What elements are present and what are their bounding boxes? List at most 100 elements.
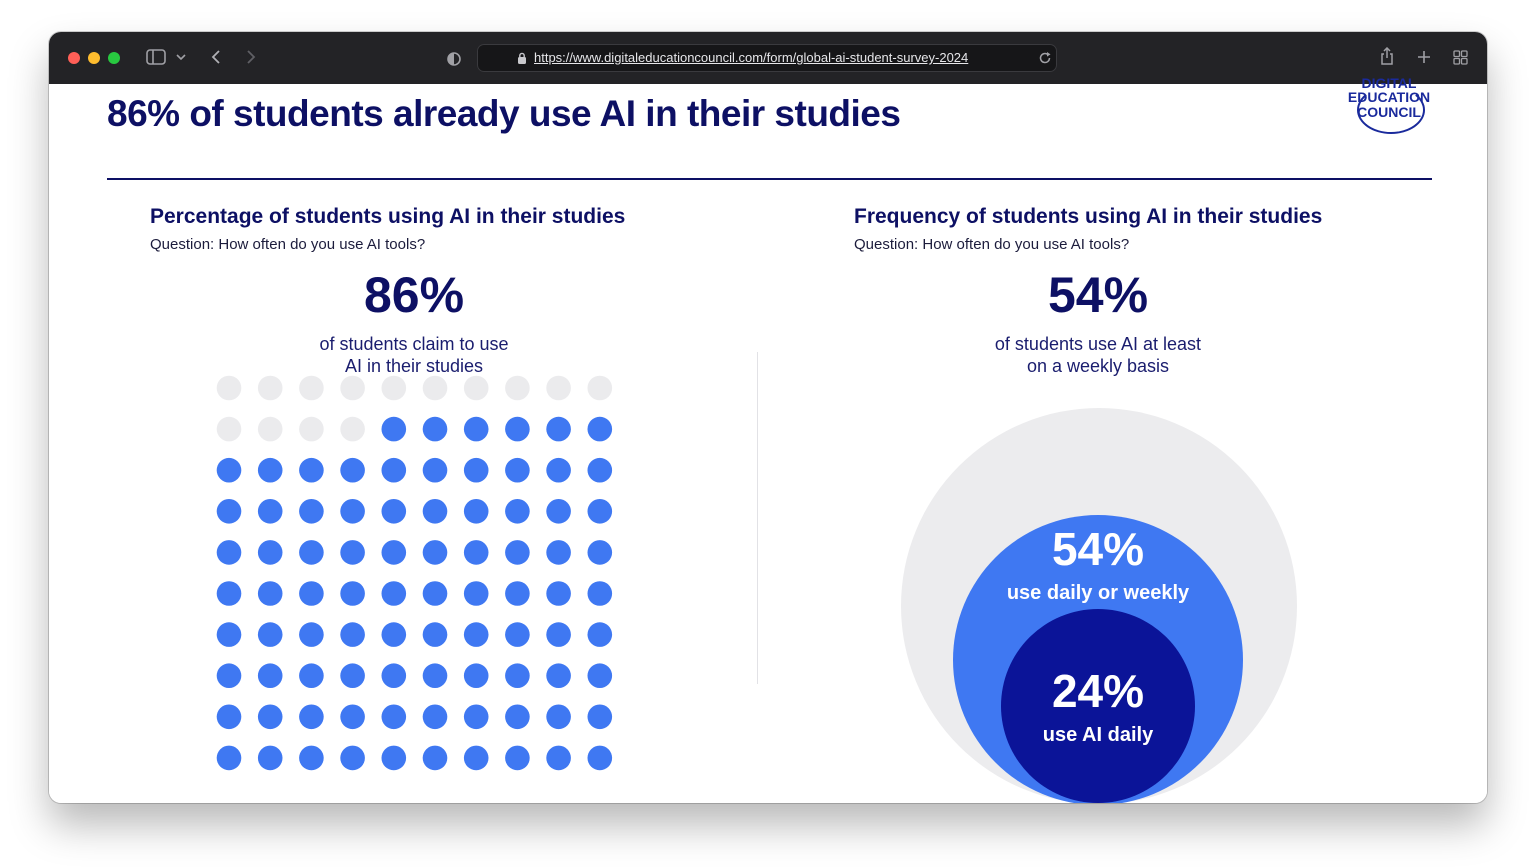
right-caption-line-1: of students use AI at least <box>994 334 1202 354</box>
waffle-dot-filled <box>422 745 448 771</box>
browser-window: https://www.digitaleducationcouncil.com/… <box>49 32 1487 803</box>
new-tab-icon[interactable] <box>1417 50 1431 64</box>
waffle-dot-filled <box>422 622 448 647</box>
waffle-dot-filled <box>546 416 571 442</box>
lock-icon <box>518 52 526 64</box>
privacy-shield-icon[interactable] <box>447 51 461 67</box>
waffle-dot-filled <box>546 581 571 606</box>
waffle-dot-filled <box>257 704 283 730</box>
waffle-dot-filled <box>505 499 530 524</box>
waffle-dot-empty <box>463 375 489 401</box>
dec-logo[interactable]: DIGITAL EDUCATION COUNCIL <box>1339 75 1439 134</box>
waffle-dot-filled <box>216 457 242 483</box>
sidebar-icon[interactable] <box>146 49 166 65</box>
address-bar[interactable]: https://www.digitaleducationcouncil.com/… <box>477 44 1057 72</box>
waffle-dot-filled <box>381 457 407 483</box>
waffle-dot-filled <box>340 622 365 647</box>
logo-arc <box>1357 86 1425 134</box>
page-title: 86% of students already use AI in their … <box>107 93 901 134</box>
waffle-dot-empty <box>381 375 407 401</box>
logo-text-council: COUNCIL <box>1357 104 1421 120</box>
waffle-dot-filled <box>381 540 407 565</box>
waffle-dot-filled <box>216 704 242 730</box>
waffle-dot-filled <box>463 499 489 524</box>
waffle-dot-filled <box>216 745 242 771</box>
waffle-dot-filled <box>216 499 242 524</box>
right-question: Question: How often do you use AI tools? <box>854 236 1130 253</box>
waffle-dot-filled <box>299 745 324 771</box>
waffle-dot-filled <box>422 457 448 483</box>
waffle-dot-empty <box>422 375 448 401</box>
reload-icon[interactable] <box>1038 51 1052 65</box>
waffle-dot-filled <box>463 416 489 442</box>
waffle-dot-filled <box>505 663 530 688</box>
waffle-dot-empty <box>587 375 613 401</box>
waffle-dot-filled <box>505 581 530 606</box>
waffle-dot-filled <box>463 540 489 565</box>
waffle-dot-filled <box>422 704 448 730</box>
waffle-dot-filled <box>340 581 365 606</box>
waffle-dot-empty <box>257 416 283 442</box>
tab-overview-icon[interactable] <box>1453 50 1468 65</box>
waffle-dot-filled <box>381 745 407 771</box>
waffle-dot-filled <box>299 499 324 524</box>
right-caption-line-2: on a weekly basis <box>1026 356 1170 376</box>
waffle-dot-filled <box>340 663 365 688</box>
daily-label: use AI daily <box>1042 724 1154 746</box>
chevron-down-icon[interactable] <box>176 53 186 61</box>
waffle-dot-filled <box>257 622 283 647</box>
title-divider <box>107 178 1432 180</box>
left-section-title: Percentage of students using AI in their… <box>150 205 626 228</box>
waffle-dot-filled <box>216 540 242 565</box>
waffle-dot-filled <box>505 540 530 565</box>
panel-divider <box>757 352 758 684</box>
waffle-dot-empty <box>340 416 365 442</box>
waffle-dot-filled <box>463 663 489 688</box>
waffle-dot-filled <box>381 581 407 606</box>
waffle-dot-filled <box>587 663 613 688</box>
waffle-dot-filled <box>257 745 283 771</box>
waffle-dot-empty <box>299 416 324 442</box>
left-big-stat: 86% <box>363 267 465 323</box>
waffle-dot-filled <box>340 457 365 483</box>
waffle-dot-filled <box>340 540 365 565</box>
waffle-dot-filled <box>546 457 571 483</box>
waffle-dot-filled <box>340 499 365 524</box>
waffle-dot-filled <box>299 457 324 483</box>
waffle-dot-filled <box>505 745 530 771</box>
waffle-dot-filled <box>587 581 613 606</box>
weekly-label: use daily or weekly <box>1006 582 1190 604</box>
waffle-dot-empty <box>340 375 365 401</box>
waffle-dot-filled <box>587 704 613 730</box>
forward-icon[interactable] <box>245 49 257 65</box>
waffle-dot-filled <box>422 663 448 688</box>
waffle-dot-filled <box>381 622 407 647</box>
waffle-dot-filled <box>463 581 489 606</box>
waffle-dot-filled <box>587 499 613 524</box>
waffle-dot-filled <box>587 745 613 771</box>
right-section-title: Frequency of students using AI in their … <box>854 205 1323 228</box>
waffle-dot-filled <box>299 581 324 606</box>
waffle-dot-filled <box>381 416 407 442</box>
url-text[interactable]: https://www.digitaleducationcouncil.com/… <box>534 50 969 65</box>
waffle-dot-filled <box>546 663 571 688</box>
zoom-window-button[interactable] <box>108 52 120 64</box>
waffle-dot-filled <box>381 663 407 688</box>
waffle-dot-filled <box>546 499 571 524</box>
waffle-dot-filled <box>463 704 489 730</box>
share-icon[interactable] <box>1380 47 1394 66</box>
waffle-dot-empty <box>546 375 571 401</box>
daily-circle <box>1001 609 1195 803</box>
waffle-dot-filled <box>546 622 571 647</box>
close-window-button[interactable] <box>68 52 80 64</box>
back-icon[interactable] <box>210 49 222 65</box>
waffle-dot-filled <box>546 704 571 730</box>
waffle-dot-filled <box>381 704 407 730</box>
waffle-dot-filled <box>546 745 571 771</box>
minimize-window-button[interactable] <box>88 52 100 64</box>
waffle-dot-filled <box>216 622 242 647</box>
waffle-dot-empty <box>257 375 283 401</box>
waffle-dot-filled <box>505 704 530 730</box>
waffle-dot-filled <box>257 540 283 565</box>
waffle-dot-filled <box>257 581 283 606</box>
